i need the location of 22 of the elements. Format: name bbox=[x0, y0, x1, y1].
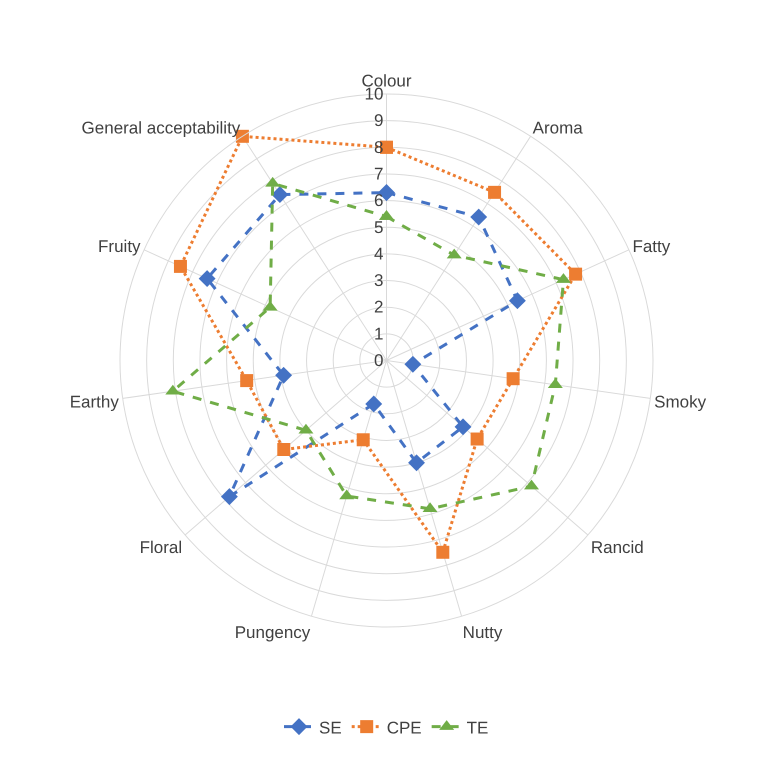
spoke-label: Smoky bbox=[654, 392, 707, 412]
y-tick-label: 6 bbox=[374, 191, 384, 210]
spoke-label: Earthy bbox=[70, 392, 120, 412]
y-tick-label: 2 bbox=[374, 298, 384, 317]
spoke-label: Aroma bbox=[532, 118, 584, 138]
spoke-label: Rancid bbox=[590, 538, 644, 558]
y-tick-label: 5 bbox=[374, 218, 384, 237]
y-tick-label: 7 bbox=[374, 164, 384, 184]
spoke-label: Floral bbox=[140, 538, 182, 558]
y-tick-label: 9 bbox=[374, 111, 384, 130]
spoke-label: Pungency bbox=[234, 622, 311, 642]
legend-label: SE bbox=[319, 718, 342, 738]
spoke-label: Fruity bbox=[98, 237, 142, 256]
legend-label: CPE bbox=[386, 718, 422, 738]
spoke-label: Nutty bbox=[462, 622, 503, 642]
legend-label: TE bbox=[466, 718, 488, 738]
y-tick-label: 1 bbox=[374, 324, 384, 344]
y-tick-label: 4 bbox=[374, 244, 384, 264]
y-tick-label: 3 bbox=[374, 271, 384, 290]
y-tick-label: 0 bbox=[374, 351, 384, 370]
spoke-label: Fatty bbox=[632, 237, 671, 256]
spoke-label: General acceptability bbox=[82, 118, 241, 138]
